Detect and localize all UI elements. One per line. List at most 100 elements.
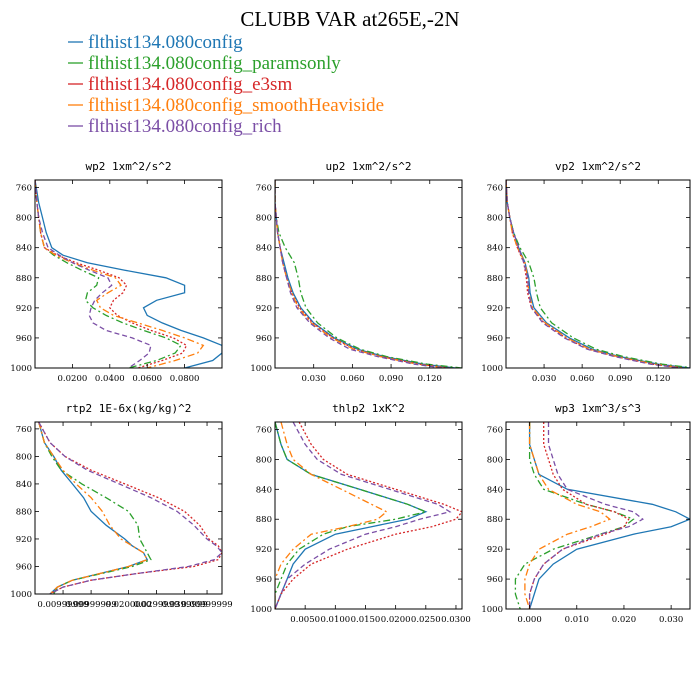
- series-line: [275, 180, 446, 368]
- x-tick-label: 0.060: [340, 374, 364, 384]
- series-line: [275, 422, 452, 609]
- x-tick-label: 0.060: [570, 374, 594, 384]
- y-tick-label: 960: [256, 575, 272, 585]
- series-line: [38, 422, 149, 594]
- y-tick-label: 920: [487, 545, 503, 555]
- x-tick-label: 0.0399999: [162, 600, 208, 610]
- y-tick-label: 800: [256, 455, 272, 465]
- series-line: [38, 422, 152, 594]
- y-tick-label: 880: [16, 274, 32, 284]
- x-tick-label: 0.0300: [441, 615, 471, 625]
- x-tick-label: 0.0200: [58, 374, 88, 384]
- y-tick-label: 760: [256, 184, 272, 194]
- subplot: rtp2 1E-6x(kg/kg)^2 760 800 840 880 920 960 100…: [10, 402, 232, 610]
- series-line: [35, 180, 188, 368]
- x-tick-label: 0.010: [565, 615, 589, 625]
- series-line: [35, 180, 182, 368]
- x-tick-label: 0.030: [659, 615, 683, 625]
- y-tick-label: 760: [16, 425, 32, 435]
- series-group: [275, 180, 462, 368]
- y-tick-label: 760: [256, 425, 272, 435]
- y-tick-label: 960: [487, 575, 503, 585]
- y-tick-label: 1000: [250, 364, 272, 374]
- x-tick-label: 0.000: [517, 615, 541, 625]
- y-tick-label: 920: [256, 545, 272, 555]
- x-tick-label: 0.030: [532, 374, 556, 384]
- series-line: [38, 422, 222, 594]
- y-tick-label: 960: [256, 334, 272, 344]
- series-line: [528, 422, 630, 609]
- plot-frame: [274, 421, 463, 610]
- series-group: [506, 180, 690, 368]
- x-tick-label: 0.120: [646, 374, 670, 384]
- x-tick-label: 0.0250: [411, 615, 441, 625]
- x-tick-label: 0.030: [302, 374, 326, 384]
- plot-frame: [34, 421, 223, 595]
- y-tick-label: 920: [487, 304, 503, 314]
- series-line: [506, 180, 690, 368]
- x-tick-label: 0.020: [612, 615, 636, 625]
- x-tick-label: 0.120: [418, 374, 442, 384]
- series-line: [275, 180, 443, 368]
- series-line: [514, 422, 635, 609]
- x-tick-label: 0.0150: [351, 615, 381, 625]
- series-line: [35, 180, 222, 368]
- subplot: up2 1xm^2/s^2 760 800 840 880 920 960 1000 0.030…: [250, 160, 463, 384]
- legend-entry: flthist134.080config_paramsonly: [68, 53, 341, 74]
- figure-title: CLUBB VAR at265E,-2N: [240, 7, 459, 31]
- subplot: wp2 1xm^2/s^2 760 800 840 880 920 960 1000 0.020…: [10, 160, 223, 384]
- y-tick-label: 880: [256, 274, 272, 284]
- legend-label: flthist134.080config_rich: [88, 116, 282, 137]
- y-tick-label: 760: [487, 425, 503, 435]
- legend-entry: flthist134.080config_smoothHeaviside: [68, 95, 384, 116]
- subplot-title: rtp2 1E-6x(kg/kg)^2: [66, 402, 192, 415]
- x-tick-label: 0.0050: [290, 615, 320, 625]
- series-line: [528, 422, 690, 609]
- y-tick-label: 840: [487, 485, 503, 495]
- series-line: [275, 180, 450, 368]
- x-tick-label: 0.0100: [320, 615, 350, 625]
- y-tick-label: 800: [487, 214, 503, 224]
- series-line: [275, 180, 456, 368]
- y-tick-label: 920: [16, 535, 32, 545]
- x-tick-label: 0.00999999: [65, 600, 116, 610]
- x-tick-label: 0.090: [608, 374, 632, 384]
- series-line: [35, 180, 205, 368]
- x-tick-label: 0.090: [379, 374, 403, 384]
- plot-frame: [274, 179, 463, 369]
- y-tick-label: 800: [256, 214, 272, 224]
- series-group: [38, 422, 222, 594]
- series-line: [275, 422, 428, 609]
- series-group: [514, 422, 690, 609]
- x-tick-label: 0.00999999: [181, 600, 232, 610]
- y-tick-label: 920: [256, 304, 272, 314]
- panels: wp2 1xm^2/s^2 760 800 840 880 920 960 1000 0.020…: [10, 160, 691, 625]
- y-tick-label: 800: [16, 214, 32, 224]
- y-tick-label: 840: [487, 244, 503, 254]
- subplot-title: wp2 1xm^2/s^2: [85, 160, 171, 173]
- series-line: [35, 180, 152, 368]
- legend: flthist134.080config flthist134.080confi…: [68, 32, 384, 137]
- plot-frame: [505, 421, 691, 610]
- x-tick-label: 0.0400: [95, 374, 125, 384]
- legend-label: flthist134.080config_smoothHeaviside: [88, 95, 384, 116]
- legend-entry: flthist134.080config_e3sm: [68, 74, 292, 95]
- y-tick-label: 960: [16, 334, 32, 344]
- y-tick-label: 1000: [481, 605, 503, 615]
- y-tick-label: 920: [16, 304, 32, 314]
- subplot: vp2 1xm^2/s^2 760 800 840 880 920 960 1000 0.030…: [481, 160, 691, 384]
- series-line: [275, 422, 428, 609]
- series-line: [275, 180, 462, 368]
- y-tick-label: 800: [487, 455, 503, 465]
- series-line: [38, 422, 149, 594]
- y-tick-label: 880: [487, 515, 503, 525]
- y-tick-label: 840: [16, 480, 32, 490]
- y-tick-label: 840: [16, 244, 32, 254]
- y-tick-label: 840: [256, 485, 272, 495]
- legend-entry: flthist134.080config: [68, 32, 243, 53]
- y-tick-label: 1000: [481, 364, 503, 374]
- y-tick-label: 960: [487, 334, 503, 344]
- subplot-title: up2 1xm^2/s^2: [325, 160, 411, 173]
